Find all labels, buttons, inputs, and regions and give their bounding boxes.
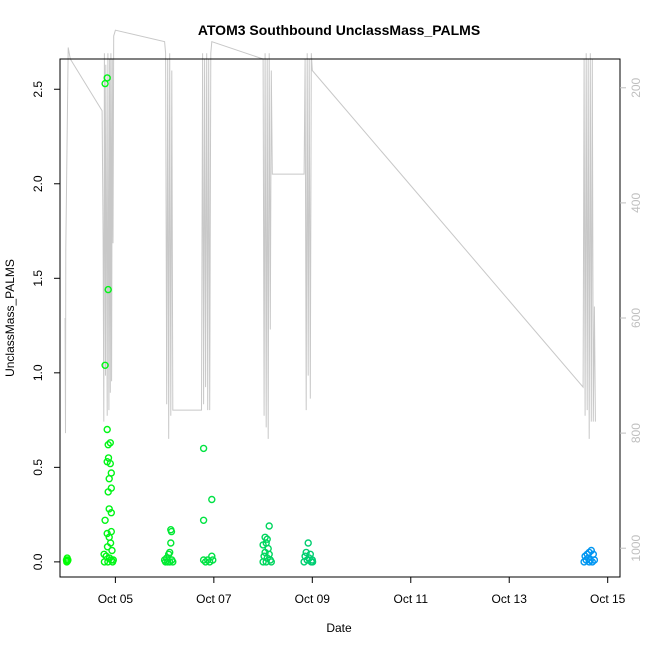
data-point	[64, 556, 72, 564]
x-tick-label: Oct 11	[394, 592, 429, 606]
data-point	[105, 475, 113, 483]
data-point	[199, 444, 208, 453]
data-point	[169, 558, 177, 566]
data-point	[300, 558, 308, 566]
plot-area	[62, 29, 599, 566]
data-point	[103, 74, 111, 82]
data-point	[203, 556, 212, 564]
data-point	[106, 439, 115, 447]
data-point	[263, 535, 271, 543]
y-tick-label: 0.5	[31, 459, 45, 476]
data-point	[165, 548, 174, 557]
data-point	[208, 495, 216, 504]
data-point	[259, 541, 267, 549]
y-tick-label: 2.0	[31, 175, 45, 192]
right-y-tick-label: 400	[629, 193, 643, 213]
data-point	[201, 558, 210, 566]
data-point	[304, 539, 312, 547]
data-point	[265, 522, 273, 530]
x-tick-label: Oct 05	[98, 592, 134, 606]
data-point	[167, 527, 176, 536]
x-tick-label: Oct 09	[295, 592, 331, 606]
x-tick-label: Oct 13	[492, 592, 528, 606]
x-axis-label: Date	[326, 621, 352, 635]
data-point	[100, 550, 108, 558]
data-point	[103, 425, 111, 434]
data-point	[199, 516, 208, 524]
data-point	[104, 558, 112, 566]
data-point	[107, 509, 116, 517]
y-tick-label: 1.5	[31, 270, 45, 287]
right-y-tick-label: 600	[629, 308, 643, 328]
altitude-line	[64, 29, 596, 439]
right-y-tick-label: 800	[629, 423, 643, 443]
plot-frame	[59, 58, 621, 578]
data-point	[104, 441, 112, 449]
y-axis: 0.0 0.5 1.0 1.5 2.0 2.5	[31, 81, 60, 570]
data-point	[165, 558, 174, 566]
data-point	[584, 554, 592, 562]
right-y-tick-label: 200	[629, 77, 643, 97]
data-point	[580, 558, 588, 566]
data-point	[101, 361, 109, 369]
data-point	[103, 543, 112, 551]
data-point	[267, 558, 275, 566]
y-tick-label: 0.0	[31, 553, 45, 570]
y-tick-label: 1.0	[31, 364, 45, 381]
data-point	[101, 516, 109, 524]
x-tick-label: Oct 07	[196, 592, 232, 606]
data-point	[108, 558, 117, 566]
data-point	[302, 548, 310, 557]
data-point	[262, 558, 270, 566]
data-point	[105, 505, 113, 513]
right-y-tick-label: 1000	[629, 535, 643, 562]
y-tick-label: 2.5	[31, 81, 45, 98]
data-point	[106, 459, 115, 468]
data-point	[104, 285, 112, 294]
data-point	[100, 558, 109, 566]
chart-title: ATOM3 Southbound UnclassMass_PALMS	[198, 22, 480, 38]
data-point	[104, 488, 112, 496]
data-point	[588, 558, 596, 566]
x-tick-label: Oct 15	[590, 592, 626, 606]
data-point	[103, 529, 111, 538]
y-axis-label: UnclassMass_PALMS	[3, 259, 17, 377]
data-point	[587, 546, 595, 555]
data-point	[108, 546, 116, 555]
right-y-axis: 200 400 600 800 1000	[620, 77, 643, 562]
data-point	[167, 539, 175, 547]
x-axis: Oct 05 Oct 07 Oct 09 Oct 11 Oct 13 Oct 15	[98, 577, 626, 606]
data-point	[209, 556, 217, 564]
data-point	[308, 558, 317, 566]
data-point	[585, 558, 593, 566]
data-point	[259, 558, 267, 566]
